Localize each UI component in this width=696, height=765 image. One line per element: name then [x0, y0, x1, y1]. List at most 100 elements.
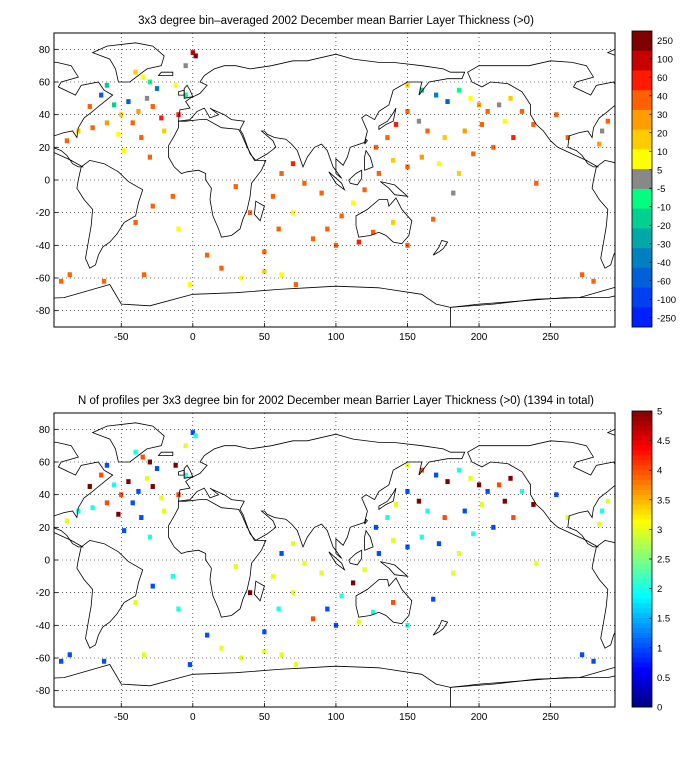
colorbar-tick-label: 4 [657, 466, 662, 477]
colorbar-tick-label: 60 [657, 73, 668, 84]
x-tick-label: 250 [542, 712, 559, 723]
data-cell [436, 541, 442, 547]
coastline [76, 539, 144, 649]
coastline [178, 469, 185, 476]
data-cell [190, 50, 195, 56]
colorbar-segment [632, 188, 652, 209]
coastline [178, 433, 466, 559]
colorbar-tick-label: -30 [657, 239, 671, 250]
colorbar-segment [632, 267, 652, 288]
data-cell [442, 135, 447, 140]
colorbar-tick-label: 4.5 [657, 436, 670, 447]
x-tick-label: 100 [328, 712, 345, 723]
data-cell [599, 508, 605, 514]
colorbar-segment [632, 559, 652, 565]
bin-averaged-colorbar: 250 100 60 40 30 20 10 5 -5 -10 -20 -30 -40 -60 -100 -2… [631, 30, 676, 328]
colorbar-segment [632, 613, 652, 619]
data-cell [147, 534, 153, 540]
data-cell [121, 148, 127, 154]
colorbar-segment [632, 411, 652, 417]
data-cell [599, 128, 605, 134]
data-cell [262, 269, 267, 274]
data-cell [147, 154, 153, 160]
profile-count-coastlines [54, 422, 615, 707]
coastline [348, 549, 363, 566]
data-cell [362, 567, 367, 573]
data-cell [554, 492, 559, 498]
colorbar-segment [632, 529, 652, 535]
colorbar-segment [632, 544, 652, 550]
coastline [380, 181, 409, 197]
colorbar-segment [632, 494, 652, 501]
colorbar-segment [632, 425, 652, 432]
data-cell [519, 488, 525, 494]
data-cell [425, 508, 430, 514]
coastline [54, 664, 615, 688]
coastline [157, 451, 174, 456]
colorbar-segment [632, 228, 652, 249]
data-cell [579, 272, 585, 278]
coastline [684, 120, 696, 238]
colorbar-frame [631, 30, 653, 328]
data-cell [456, 467, 462, 473]
data-cell [591, 658, 596, 664]
data-cell [339, 593, 344, 599]
data-cell [491, 144, 496, 150]
colorbar-tick-label: -100 [657, 295, 676, 306]
data-cell [491, 524, 496, 530]
y-tick-label: 60 [39, 458, 51, 469]
colorbar-segment [632, 539, 652, 545]
coastline [467, 440, 615, 548]
data-cell [479, 122, 485, 127]
data-cell [126, 479, 131, 485]
colorbar-tick-label: -5 [657, 184, 665, 195]
data-cell [130, 500, 135, 506]
colorbar-segment [632, 149, 652, 170]
data-cell [150, 203, 155, 209]
colorbar-segment [632, 248, 652, 269]
data-cell [290, 590, 296, 596]
y-tick-label: 80 [39, 45, 51, 56]
data-cell [319, 570, 324, 576]
coastline [178, 53, 466, 179]
data-cell [159, 115, 164, 121]
data-cell [445, 99, 450, 105]
data-cell [433, 472, 439, 478]
data-cell [170, 193, 175, 199]
data-cell [142, 272, 147, 278]
data-cell [419, 534, 424, 540]
colorbar-segment [632, 208, 652, 229]
bin-averaged-cells [59, 50, 610, 287]
y-tick-label: -80 [36, 306, 51, 317]
data-cell [385, 515, 390, 520]
data-cell [290, 210, 296, 216]
profile-count-colorbar: 5 4.5 4 3.5 3 2.5 2 1.5 1 0.5 0 [631, 407, 670, 714]
data-cell [101, 278, 107, 284]
coastline [253, 580, 265, 602]
data-cell [126, 99, 131, 105]
data-cell [279, 272, 284, 278]
data-cell [442, 515, 447, 520]
colorbar-segment [632, 563, 652, 570]
colorbar-tick-label: 40 [657, 91, 668, 102]
data-cell [451, 190, 456, 196]
data-cell [405, 488, 410, 494]
data-cell [147, 79, 153, 85]
data-cell [176, 226, 181, 232]
colorbar-segment [632, 430, 652, 437]
data-cell [190, 430, 195, 436]
data-cell [144, 475, 150, 481]
data-cell [130, 120, 135, 126]
data-cell [90, 505, 95, 511]
data-cell [262, 649, 267, 654]
data-cell [370, 229, 376, 235]
colorbar-tick-label: 1.5 [657, 614, 670, 625]
data-cell [104, 462, 110, 468]
colorbar-tick-label: -250 [657, 313, 676, 324]
data-cell [565, 135, 570, 140]
profile-count-gridlines [54, 413, 615, 707]
coastline [378, 487, 397, 511]
data-cell [356, 619, 361, 625]
data-cell [67, 272, 72, 278]
